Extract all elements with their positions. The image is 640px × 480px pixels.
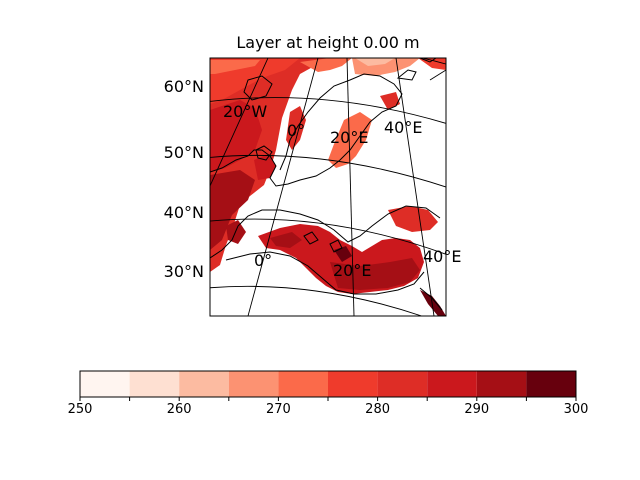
map-frame bbox=[209, 57, 447, 317]
coastlines bbox=[210, 58, 443, 311]
lat-label-60: 60°N bbox=[163, 77, 204, 96]
map-title: Layer at height 0.00 m bbox=[236, 33, 420, 52]
lon-label-20e-lower: 20°E bbox=[333, 261, 372, 280]
lon-label-0-lower: 0° bbox=[254, 251, 273, 270]
lon-label-20e-upper: 20°E bbox=[330, 128, 369, 147]
colorbar-tick-label: 290 bbox=[464, 402, 490, 417]
colorbar-tick-label: 300 bbox=[563, 402, 589, 417]
temperature-field-north bbox=[254, 76, 402, 180]
colorbar-tick-label: 250 bbox=[67, 402, 93, 417]
lon-label-20w: 20°W bbox=[223, 102, 268, 121]
lon-label-40e-upper: 40°E bbox=[384, 118, 423, 137]
lat-label-30: 30°N bbox=[163, 262, 204, 281]
colorbar-tick-label: 270 bbox=[265, 402, 291, 417]
graticule-parallels bbox=[210, 58, 446, 316]
colorbar-tick-label: 280 bbox=[365, 402, 390, 417]
lat-label-50: 50°N bbox=[163, 143, 204, 162]
lon-label-0-upper: 0° bbox=[287, 121, 306, 140]
graticule-meridians bbox=[210, 58, 446, 316]
lon-label-40e-lower: 40°E bbox=[423, 247, 462, 266]
lat-label-40: 40°N bbox=[163, 203, 204, 222]
colorbar-tick-label: 260 bbox=[166, 402, 192, 417]
